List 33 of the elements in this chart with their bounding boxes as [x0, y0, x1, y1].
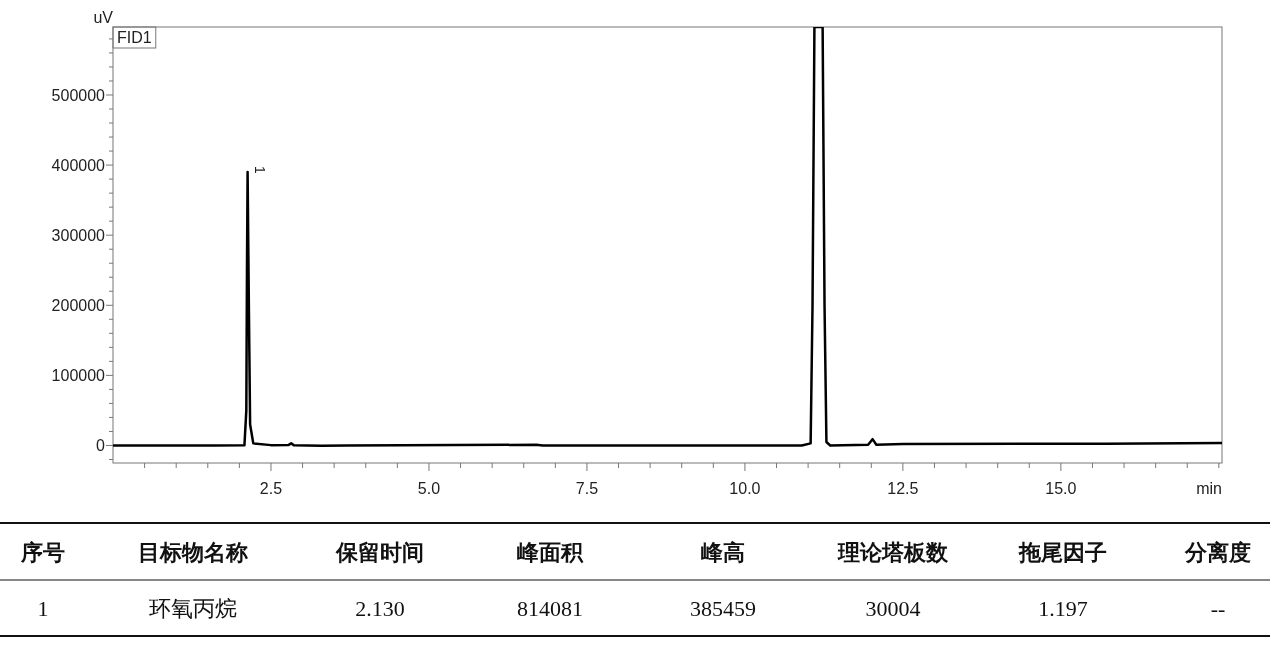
text: 30004 — [865, 596, 921, 621]
y-tick-label: 200000 — [51, 297, 106, 315]
category-label: 目标物名称 — [138, 540, 248, 565]
text: -- — [1210, 596, 1226, 621]
y-axis-title: uV — [93, 9, 114, 26]
category-label: 理论塔板数 — [837, 540, 949, 565]
text: 环氧丙烷 — [149, 596, 237, 621]
y-tick-label: 100000 — [51, 367, 106, 385]
y-tick-label: 500000 — [51, 86, 106, 104]
category-label: 峰高 — [701, 540, 745, 565]
category-label: 序号 — [20, 540, 65, 565]
x-tick-label: 2.5 — [259, 480, 283, 497]
text: 2.130 — [355, 596, 405, 621]
x-tick-label: 7.5 — [575, 480, 599, 497]
x-tick-label: 15.0 — [1045, 480, 1077, 497]
category-label: 峰面积 — [517, 540, 584, 565]
line-series — [113, 27, 1222, 448]
x-axis-title: min — [1196, 480, 1222, 497]
x-tick-label: 10.0 — [729, 480, 761, 497]
y-tick-label: 0 — [96, 437, 106, 455]
x-tick-label: 5.0 — [417, 480, 441, 497]
text: 385459 — [690, 596, 756, 621]
category-label: 保留时间 — [335, 540, 424, 565]
y-tick-label: 300000 — [51, 227, 106, 245]
text: 1.197 — [1038, 596, 1088, 621]
x-tick-label: 12.5 — [887, 480, 919, 497]
category-label: 分离度 — [1184, 540, 1251, 565]
category-label: 拖尾因子 — [1018, 540, 1107, 565]
annotation: 1 — [251, 166, 268, 175]
text: 1 — [37, 596, 49, 621]
text: 814081 — [517, 596, 583, 621]
annotation: FID1 — [117, 29, 152, 46]
y-tick-label: 400000 — [51, 157, 106, 175]
